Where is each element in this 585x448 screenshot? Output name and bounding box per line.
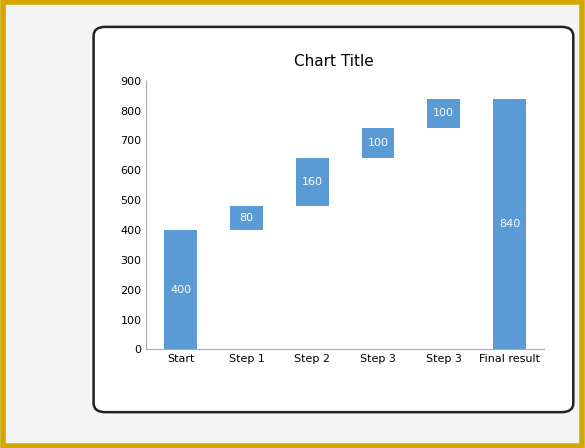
Bar (230, 206, 263, 230)
Text: 400: 400 (170, 285, 191, 295)
Bar (296, 158, 329, 206)
Text: 840: 840 (499, 219, 520, 229)
Bar (493, 99, 526, 349)
Text: 160: 160 (302, 177, 323, 187)
Text: 100: 100 (367, 138, 388, 148)
Text: 80: 80 (239, 213, 253, 223)
Text: Chart Title: Chart Title (294, 54, 373, 69)
Bar (164, 230, 197, 349)
Bar (362, 129, 394, 158)
Bar (427, 99, 460, 129)
Text: 100: 100 (433, 108, 455, 118)
